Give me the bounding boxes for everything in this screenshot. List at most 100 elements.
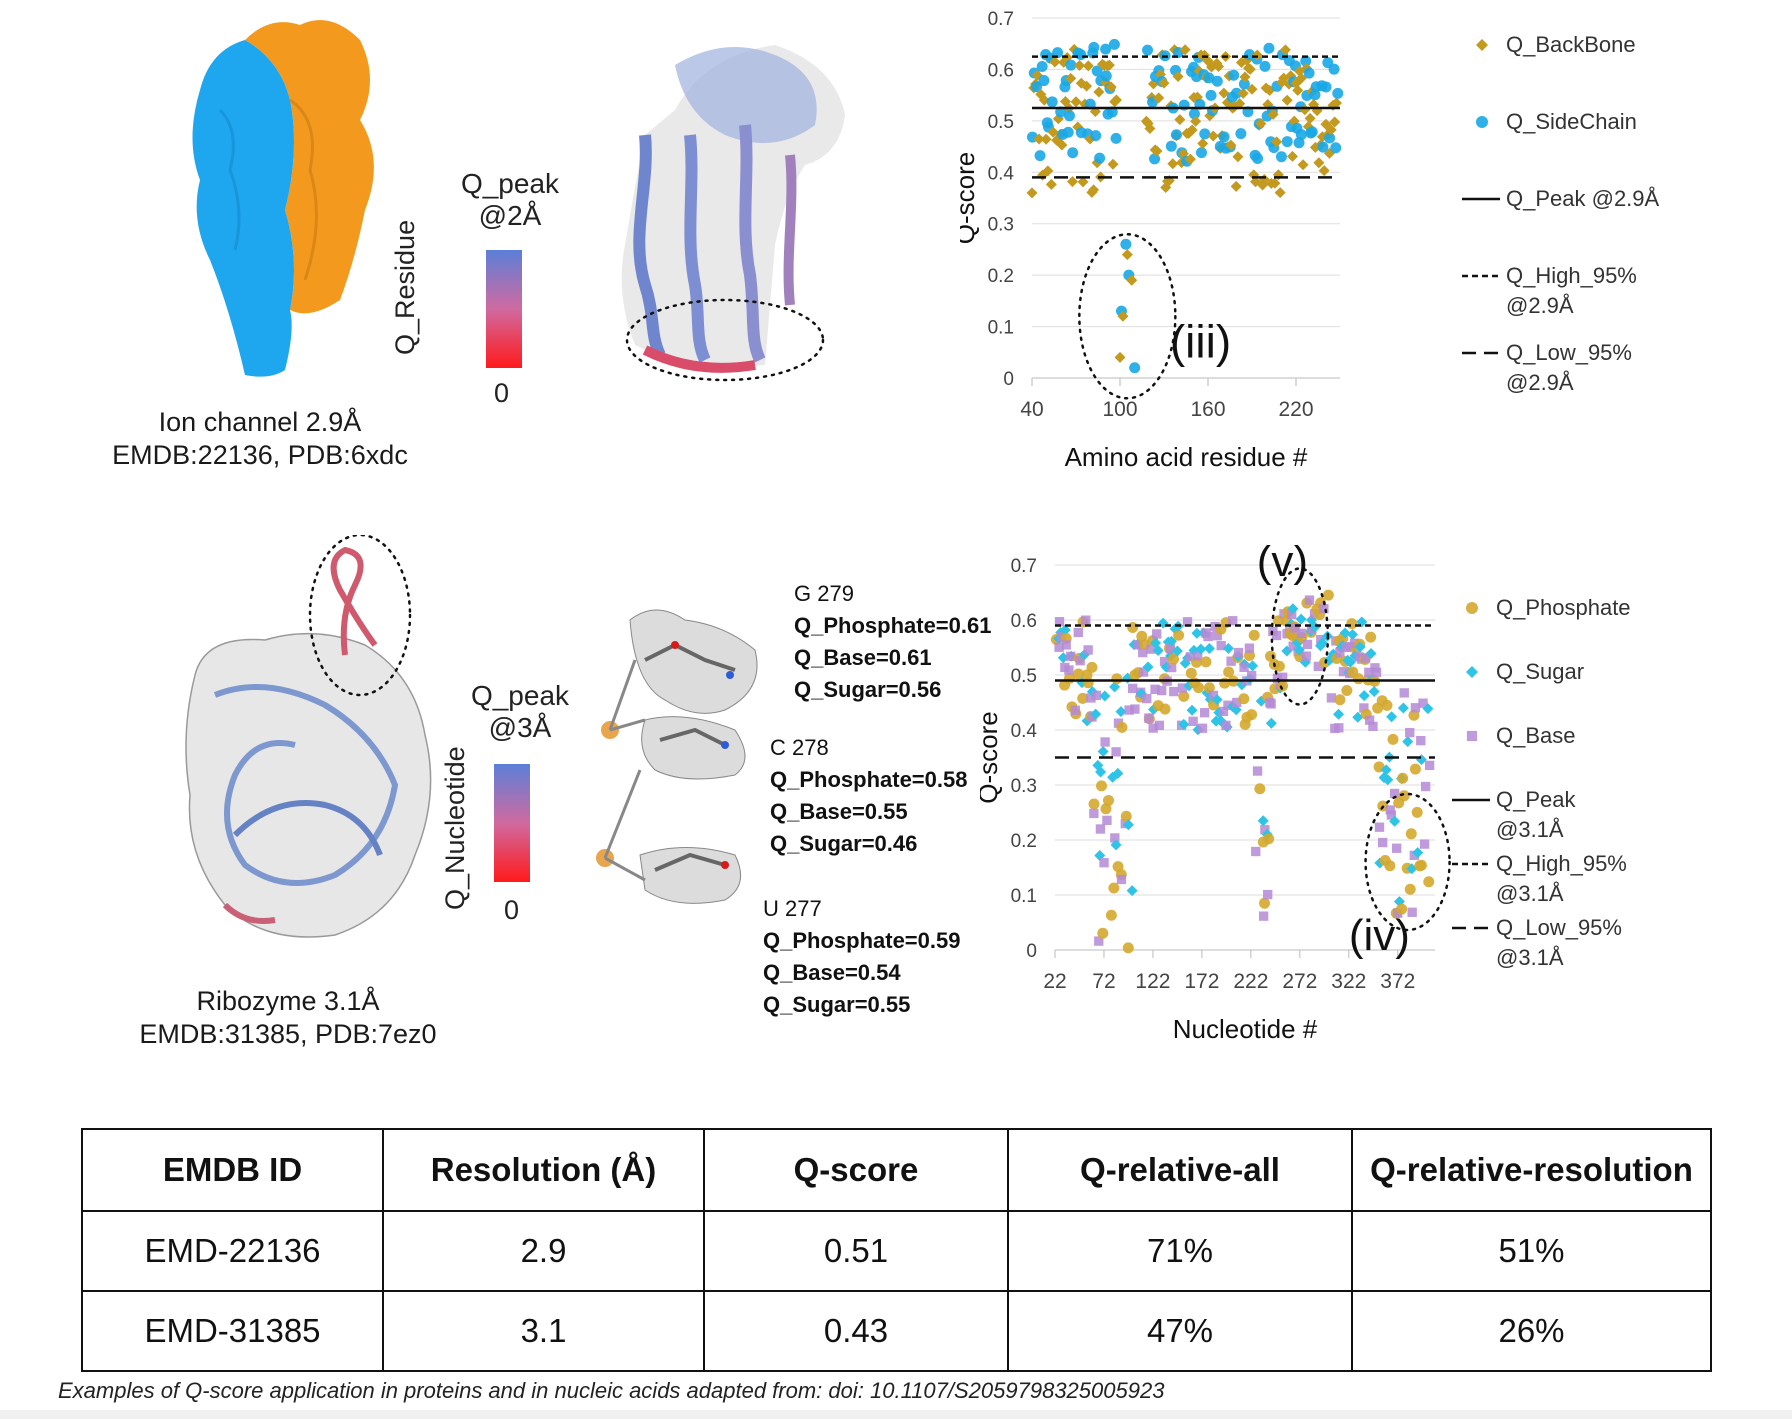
data-point — [1179, 44, 1191, 56]
ion-channel-density-image — [192, 20, 374, 377]
data-point — [1274, 187, 1286, 199]
data-point — [1277, 680, 1289, 692]
data-point — [1409, 763, 1421, 775]
colorbar2-gradient — [494, 764, 530, 882]
data-point — [1075, 49, 1087, 61]
data-point — [1174, 114, 1186, 126]
data-point — [1160, 182, 1172, 194]
data-point — [1382, 774, 1394, 786]
data-point — [1387, 733, 1399, 745]
data-point — [1107, 158, 1119, 170]
table-row: EMD-22136 2.9 0.51 71% 51% — [81, 1210, 1712, 1292]
data-point — [1405, 828, 1417, 840]
data-point — [1237, 87, 1249, 99]
data-point — [1244, 643, 1255, 653]
data-point — [1260, 825, 1270, 835]
data-point — [1406, 863, 1418, 875]
nucleotide-base: Q_Base=0.61 — [794, 645, 932, 670]
data-point — [1424, 760, 1435, 771]
data-point — [1066, 176, 1078, 188]
y-tick-label: 0.6 — [1011, 611, 1037, 632]
data-point — [1103, 794, 1115, 806]
data-point — [1034, 150, 1046, 162]
data-point — [1335, 647, 1345, 658]
data-point — [1178, 690, 1190, 702]
table-cell: 47% — [1007, 1290, 1353, 1372]
data-point — [1077, 176, 1089, 188]
data-point — [1416, 735, 1426, 746]
data-point — [1165, 140, 1177, 152]
colorbar-axis-label: Q_Residue — [390, 219, 420, 355]
data-point — [1287, 609, 1297, 620]
data-point — [1238, 78, 1250, 90]
data-point — [1325, 124, 1337, 136]
data-point — [1183, 127, 1195, 139]
data-point — [1251, 846, 1261, 857]
data-point — [1380, 764, 1392, 776]
legend-label: Q_Base — [1496, 723, 1576, 748]
data-point — [1301, 651, 1311, 661]
data-point — [1072, 121, 1084, 133]
data-point — [1112, 767, 1124, 779]
structure-label-line1: Ion channel 2.9Å — [158, 407, 362, 437]
data-point — [1138, 667, 1149, 677]
data-point — [1257, 815, 1269, 827]
data-point — [1346, 618, 1358, 630]
data-point — [1193, 651, 1203, 661]
table-header-cell: Q-relative-all — [1007, 1128, 1353, 1212]
data-point — [1097, 927, 1109, 939]
data-point — [1250, 176, 1262, 188]
legend-label: Q_Low_95% — [1496, 915, 1622, 940]
legend-label: Q_Low_95% — [1506, 340, 1632, 365]
table-cell: 3.1 — [382, 1290, 705, 1372]
y-tick-label: 0.4 — [988, 163, 1015, 184]
table-cell: 0.43 — [703, 1290, 1009, 1372]
data-point — [1301, 62, 1313, 74]
data-point — [1228, 69, 1240, 81]
colorbar-title: Q_peak @2Å — [440, 168, 580, 232]
data-point — [1203, 631, 1213, 642]
annotation-ellipse-iv — [1364, 792, 1451, 932]
table-cell: EMD-31385 — [81, 1290, 384, 1372]
data-point — [1297, 159, 1309, 171]
data-point — [1093, 86, 1105, 98]
data-point — [1319, 604, 1329, 614]
data-point — [1239, 662, 1249, 672]
data-point — [1186, 704, 1198, 716]
data-point — [1386, 711, 1398, 723]
data-point — [1415, 859, 1427, 871]
data-point — [1061, 640, 1071, 650]
data-point — [1359, 703, 1369, 713]
data-point — [1246, 709, 1258, 721]
data-point — [1116, 721, 1128, 733]
y-tick-label: 0 — [1026, 941, 1037, 962]
legend-label: Q_SideChain — [1506, 109, 1637, 134]
data-point — [1233, 647, 1244, 658]
data-point — [1063, 110, 1075, 122]
nucleotide-phosphate: Q_Phosphate=0.59 — [763, 928, 961, 953]
data-point — [1065, 72, 1077, 84]
q-score-summary-table: EMDB ID Resolution (Å) Q-score Q-relativ… — [81, 1128, 1712, 1372]
x-tick-label: 172 — [1184, 970, 1219, 993]
data-point — [1111, 673, 1123, 685]
data-point — [1172, 71, 1184, 83]
y-tick-label: 0.5 — [1011, 666, 1037, 687]
table-header-cell: Q-relative-resolution — [1351, 1128, 1712, 1212]
data-point — [1419, 839, 1430, 849]
data-point — [1110, 839, 1122, 851]
footer-bar — [0, 1410, 1792, 1419]
data-point — [1399, 688, 1409, 698]
y-axis-label: Q-score — [980, 711, 1003, 803]
data-point — [1157, 617, 1169, 629]
data-point — [1165, 643, 1176, 654]
data-point — [1275, 151, 1287, 163]
data-point — [1327, 648, 1339, 660]
data-point — [1304, 112, 1316, 124]
data-point — [1102, 815, 1112, 826]
data-point — [1201, 687, 1213, 699]
data-point — [1205, 89, 1217, 101]
data-point — [1200, 656, 1212, 668]
nucleotide-base: Q_Base=0.54 — [763, 960, 901, 985]
x-tick-label: 322 — [1331, 970, 1366, 993]
x-tick-label: 40 — [1020, 398, 1043, 421]
